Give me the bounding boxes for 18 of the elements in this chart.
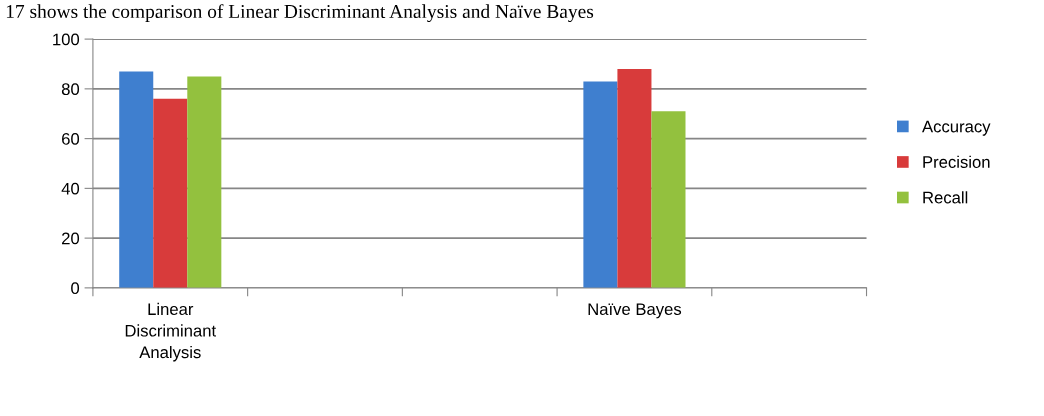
y-tick-label: 60 bbox=[62, 133, 80, 145]
y-tick-label: 80 bbox=[61, 83, 80, 96]
x-tick-label: Naïve Bayes bbox=[588, 303, 682, 319]
bar bbox=[153, 98, 188, 288]
y-tick-label: 20 bbox=[62, 232, 80, 245]
bar bbox=[617, 68, 652, 288]
x-tick-label: Linear Discriminant Analysis bbox=[125, 302, 216, 362]
legend-label: Precision bbox=[923, 155, 990, 168]
y-tick-label: 0 bbox=[71, 282, 80, 295]
legend-label: Accuracy bbox=[922, 120, 991, 136]
bar bbox=[583, 81, 618, 288]
bar bbox=[651, 111, 686, 288]
y-tick-label: 100 bbox=[53, 33, 80, 46]
bar bbox=[119, 71, 154, 288]
bar bbox=[187, 76, 222, 288]
y-tick-label: 40 bbox=[61, 182, 80, 195]
text: 17 shows the comparison of Linear Discriminant Analysis and Naïve Bayes bbox=[6, 4, 594, 23]
legend-label: Recall bbox=[923, 191, 968, 204]
